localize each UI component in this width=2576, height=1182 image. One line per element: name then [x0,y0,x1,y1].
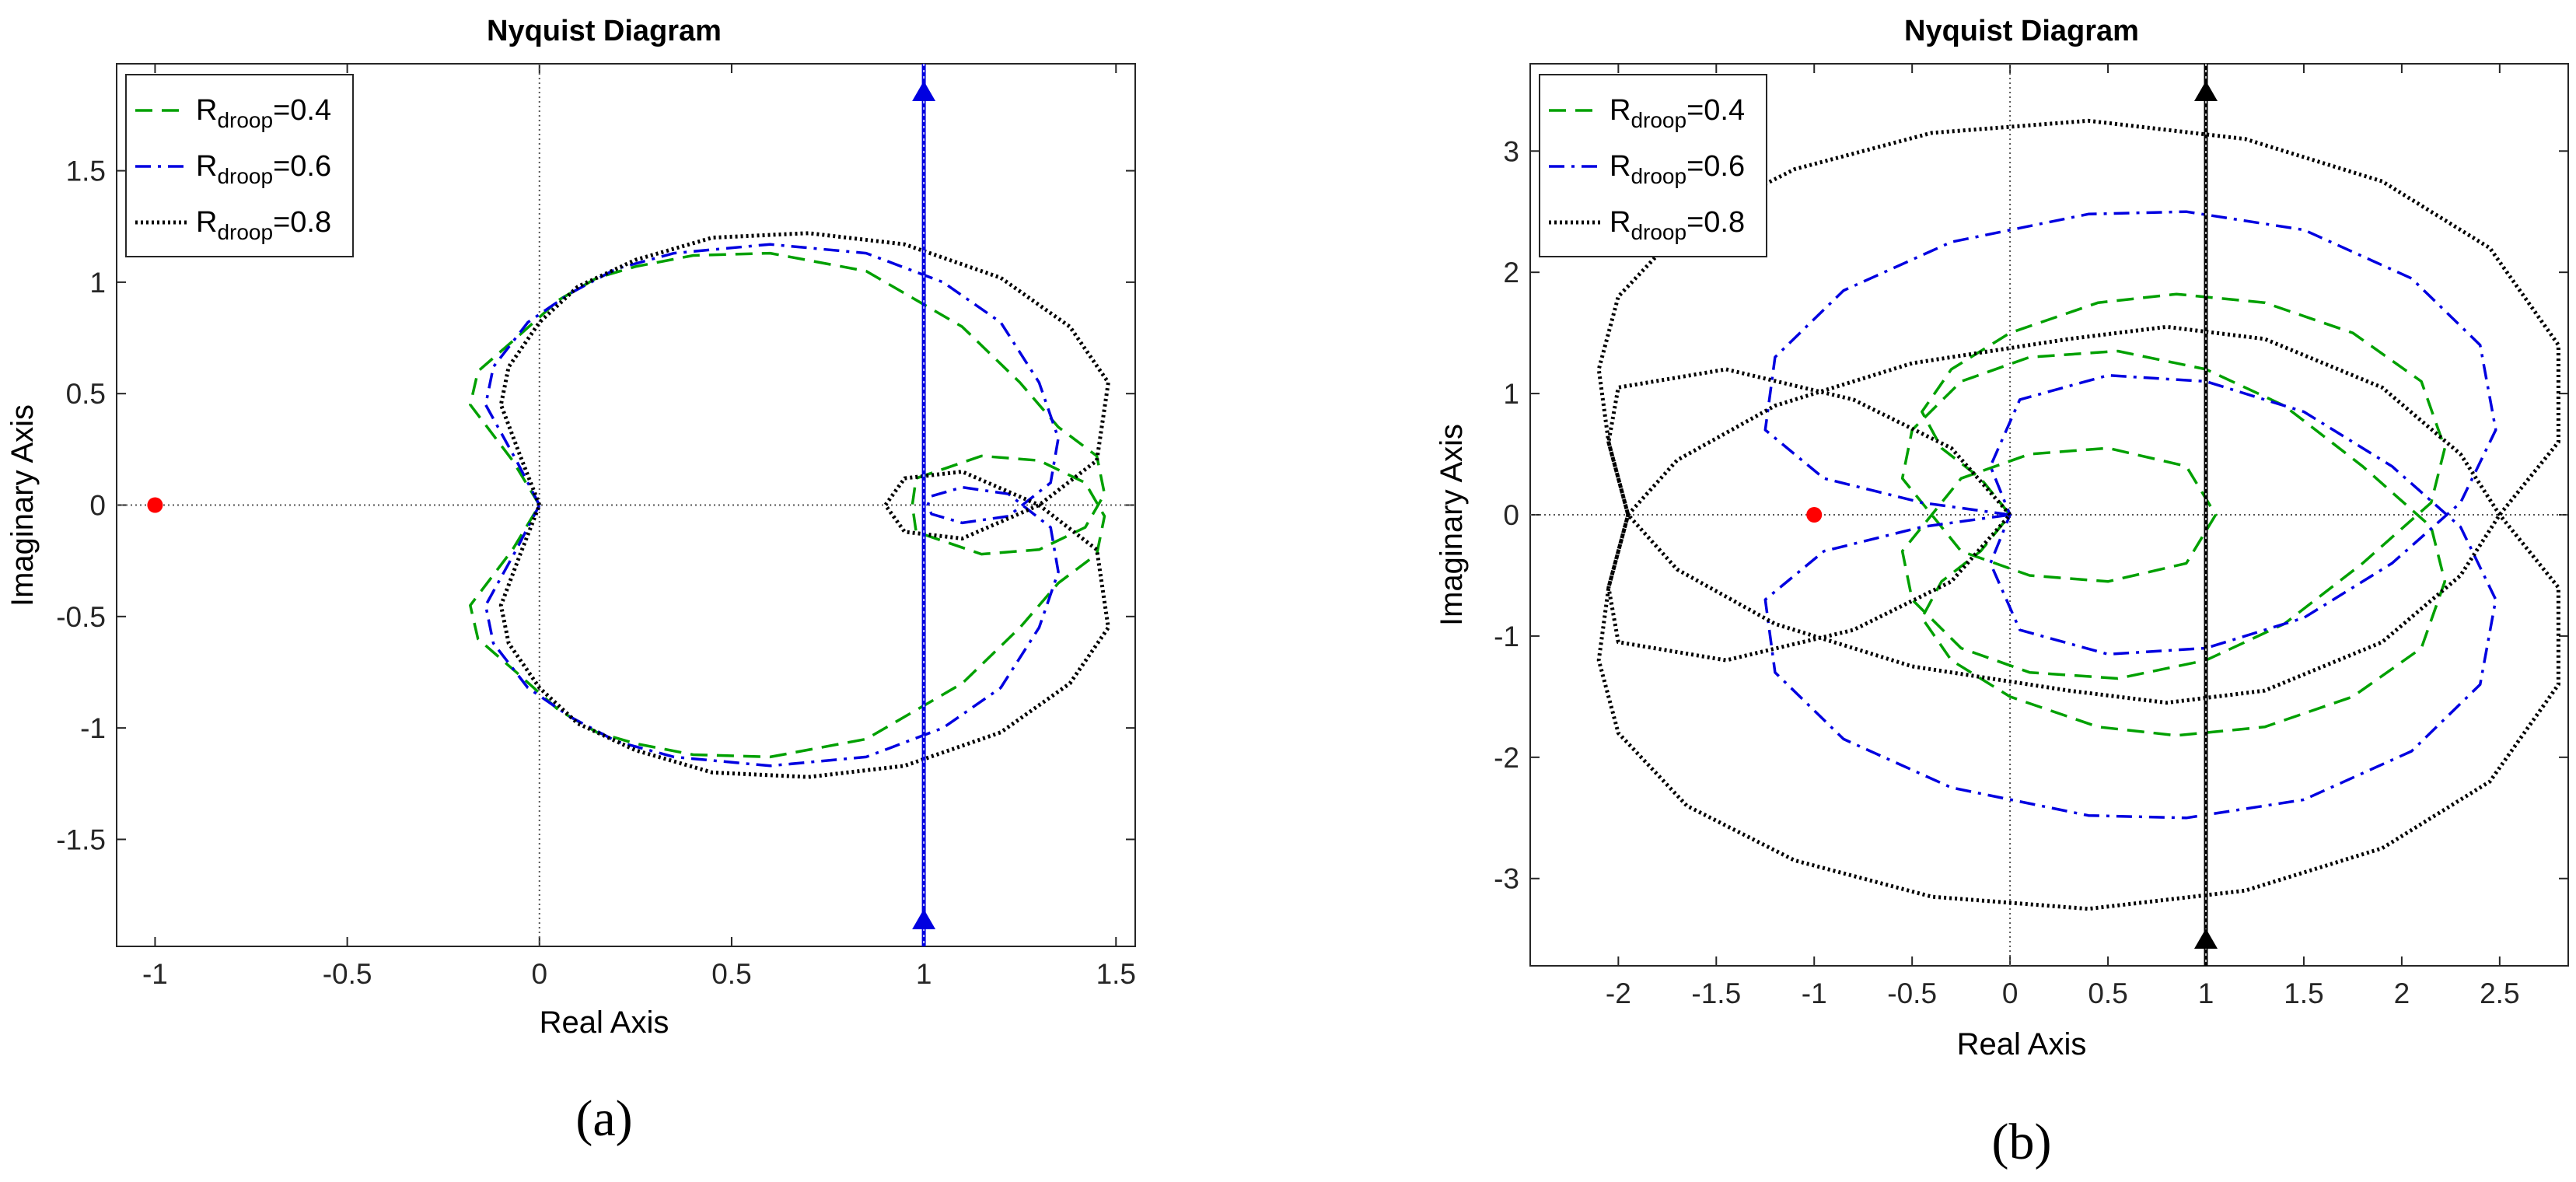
x-tick-label: 1 [2198,977,2214,1009]
y-tick-label: 0.5 [66,378,106,410]
series-line-2 [484,243,1060,768]
x-tick-label: 1.5 [1096,958,1136,990]
y-tick-label: -0.5 [56,601,106,633]
y-tick-label: -1 [1494,621,1519,652]
caption-b: (b) [1992,1114,2052,1170]
x-tick-label: -0.5 [323,958,372,990]
critical-point-marker [1806,507,1823,523]
x-tick-label: 1 [916,958,932,990]
series-line-3 [1596,118,2560,911]
series-line-1 [469,251,1106,759]
legend-entry-label: Rdroop=0.4 [1610,94,1745,132]
nyquist-panel-b: Nyquist Diagram -2 -1.5 -1 -0.5 0 0.5 1 1.5 2 2.5… [1435,15,2569,1170]
y-tick-label: 1.5 [66,156,106,187]
y-axis-label: Imaginary Axis [1435,424,1469,626]
x-tick-label: 0.5 [2088,977,2127,1009]
legend-entry-label: Rdroop=0.8 [196,206,331,244]
y-tick-label: 1 [89,267,106,299]
x-tick-label: 1.5 [2284,977,2323,1009]
x-tick-label: 0 [531,958,547,990]
caption-a: (a) [575,1090,632,1147]
arrow-up-icon [912,909,936,929]
y-tick-label: -2 [1494,742,1519,774]
x-axis-label: Real Axis [540,1005,669,1040]
y-tick-label: 0 [89,490,106,522]
arrow-up-icon [2194,928,2218,949]
y-axis-label: Imaginary Axis [5,404,40,607]
x-tick-label: -1 [142,958,168,990]
x-tick-label: 2.5 [2480,977,2519,1009]
x-tick-label: -2 [1606,977,1631,1009]
x-tick-label: 0 [2002,977,2019,1009]
arrow-up-icon [912,81,936,101]
chart-title: Nyquist Diagram [487,15,722,47]
x-tick-label: -1.5 [1691,977,1741,1009]
legend-entry-label: Rdroop=0.6 [196,150,331,188]
arrow-up-icon [2194,81,2218,101]
y-tick-label: 0 [1503,499,1519,531]
x-tick-label: -1 [1802,977,1827,1009]
y-tick-label: -1 [80,712,106,744]
legend-box [1539,74,1767,257]
legend-box [125,74,354,257]
legend-entry-label: Rdroop=0.8 [1610,206,1745,244]
y-tick-label: 1 [1503,378,1519,410]
series-line-3 [498,231,1110,779]
x-tick-label: 0.5 [711,958,751,990]
plot-area: -1 -0.5 0 0.5 1 1.5 -1.5 -1 -0.5 0 0.5 1 1.5 Rdroop=0… [56,63,1136,990]
chart-title: Nyquist Diagram [1904,15,2139,47]
series-line-1 [1900,292,2447,737]
legend-entry-label: Rdroop=0.6 [1610,150,1745,188]
legend-entry-label: Rdroop=0.4 [196,94,331,132]
x-tick-label: 2 [2394,977,2410,1009]
x-axis-label: Real Axis [1957,1027,2087,1061]
plot-area: -2 -1.5 -1 -0.5 0 0.5 1 1.5 2 2.5 -3 -2 -1 0 1 2 3 Rdroop… [1494,63,2569,1009]
y-tick-label: -1.5 [56,824,106,855]
nyquist-panel-a: Nyquist Diagram -1 -0.5 0 0.5 1 1.5 -1.5 -1 -0.5… [5,15,1136,1147]
y-tick-label: 2 [1503,257,1519,289]
x-tick-label: -0.5 [1887,977,1937,1009]
y-tick-label: -3 [1494,863,1519,895]
y-tick-label: 3 [1503,135,1519,167]
critical-point-marker [147,497,163,513]
